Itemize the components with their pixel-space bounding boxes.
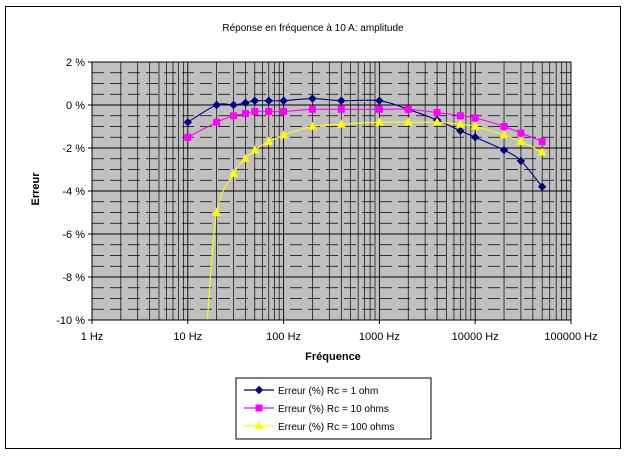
data-point: [517, 129, 525, 137]
chart-frame: Réponse en fréquence à 10 A: amplitude 2…: [5, 6, 621, 449]
amplitude-chart: Réponse en fréquence à 10 A: amplitude 2…: [30, 23, 598, 440]
data-point: [265, 107, 273, 115]
data-point: [183, 117, 193, 127]
data-point: [264, 96, 273, 105]
data-point: [538, 138, 546, 146]
y-tick-label: -4 %: [62, 186, 85, 198]
data-point: [456, 112, 464, 120]
axes-layer: 2 % 0 % -2 % -4 % -6 % -8 % -10 % 1 Hz 10 Hz 100 …: [56, 57, 597, 343]
y-axis-label: Erreur: [30, 172, 42, 206]
data-point: [499, 130, 509, 139]
data-point: [537, 147, 547, 156]
legend-marker: [254, 385, 264, 395]
data-point: [264, 136, 274, 145]
data-point: [280, 107, 288, 115]
data-point: [499, 145, 509, 155]
data-point: [403, 117, 413, 126]
data-point: [212, 100, 221, 110]
data-point: [212, 207, 222, 216]
data-point: [432, 117, 442, 126]
data-point: [404, 105, 412, 113]
data-point: [433, 109, 441, 117]
series-layer: [183, 94, 547, 320]
data-point: [308, 94, 317, 103]
data-point: [337, 105, 345, 113]
data-point: [279, 130, 289, 139]
data-point: [500, 123, 508, 130]
x-tick-label: 10 Hz: [173, 331, 202, 343]
x-tick-label: 10000 Hz: [452, 331, 499, 343]
legend-entry: Erreur (%) Rc = 10 ohms: [278, 404, 389, 415]
data-point: [307, 121, 317, 130]
data-point: [241, 153, 250, 163]
y-tick-label: 0 %: [66, 100, 85, 112]
data-point: [470, 121, 480, 130]
series-2: [184, 105, 546, 146]
chart-title: Réponse en fréquence à 10 A: amplitude: [222, 23, 404, 34]
data-point: [337, 96, 346, 105]
y-tick-label: -2 %: [62, 143, 85, 155]
data-point: [456, 126, 465, 136]
series-3: [206, 117, 547, 320]
data-point: [229, 100, 238, 110]
data-point: [470, 133, 480, 142]
data-point: [471, 114, 479, 122]
legend-marker: [254, 421, 264, 430]
data-point: [308, 105, 316, 113]
data-point: [374, 117, 384, 126]
legend-entry: Erreur (%) Rc = 1 ohm: [278, 386, 378, 397]
legend-entry: Erreur (%) Rc = 100 ohms: [278, 422, 394, 433]
data-point: [375, 105, 383, 113]
data-point: [250, 145, 260, 154]
data-point: [279, 96, 288, 105]
data-point: [184, 133, 192, 141]
data-point: [375, 96, 384, 105]
x-tick-label: 100 Hz: [266, 331, 301, 343]
data-point: [336, 119, 346, 128]
data-point: [241, 98, 250, 108]
data-point: [537, 182, 547, 191]
data-point: [516, 156, 526, 166]
x-tick-label: 1000 Hz: [359, 331, 400, 343]
data-point: [213, 118, 221, 126]
legend-marker: [255, 404, 263, 412]
data-point: [516, 136, 526, 145]
x-tick-label: 100000 Hz: [544, 331, 597, 343]
plot-area: [91, 61, 572, 321]
y-tick-label: -10 %: [56, 315, 85, 327]
data-point: [230, 112, 238, 120]
data-point: [251, 107, 259, 115]
legend: Erreur (%) Rc = 1 ohm Erreur (%) Rc = 10 …: [235, 377, 432, 440]
data-point: [250, 96, 259, 105]
data-point: [455, 119, 465, 128]
x-tick-label: 1 Hz: [81, 331, 104, 343]
x-axis-label: Fréquence: [305, 351, 361, 363]
y-tick-label: -8 %: [62, 272, 85, 284]
data-point: [229, 168, 238, 178]
y-tick-label: -6 %: [62, 229, 85, 241]
data-point: [241, 110, 249, 118]
y-tick-label: 2 %: [66, 57, 85, 69]
